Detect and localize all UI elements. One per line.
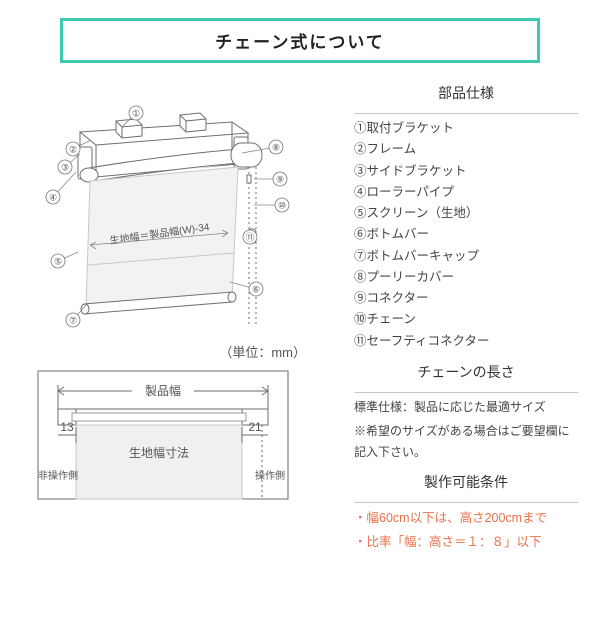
svg-text:非操作側: 非操作側 xyxy=(38,469,78,482)
main-diagram: 生地幅＝製品幅(W)-34 ①②③④⑤⑥⑦⑧⑨⑩⑪ xyxy=(18,77,318,337)
svg-text:⑥: ⑥ xyxy=(252,285,260,295)
parts-list-item: ⑩チェーン xyxy=(354,309,578,330)
svg-text:⑤: ⑤ xyxy=(54,257,62,267)
chain-header: チェーンの長さ xyxy=(354,362,578,382)
parts-list-item: ⑨コネクター xyxy=(354,288,578,309)
divider xyxy=(354,113,578,114)
parts-list-item: ④ローラーパイプ xyxy=(354,182,578,203)
cond-line-2: ・比率「幅：高さ＝１：８」以下 xyxy=(354,531,578,554)
divider xyxy=(354,502,578,503)
cond-header: 製作可能条件 xyxy=(354,472,578,492)
svg-text:生地幅寸法: 生地幅寸法 xyxy=(129,445,189,460)
parts-list-item: ①取付ブラケット xyxy=(354,118,578,139)
parts-list-item: ⑪セーフティコネクター xyxy=(354,331,578,352)
parts-list-item: ⑤スクリーン（生地） xyxy=(354,203,578,224)
svg-text:②: ② xyxy=(69,145,77,155)
svg-text:21: 21 xyxy=(248,420,262,434)
svg-text:④: ④ xyxy=(49,193,57,203)
svg-text:操作側: 操作側 xyxy=(255,469,285,482)
parts-list-item: ⑧プーリーカバー xyxy=(354,267,578,288)
svg-text:⑦: ⑦ xyxy=(69,316,77,326)
svg-text:13: 13 xyxy=(60,420,74,434)
chain-note-2: ※希望のサイズがある場合はご要望欄に記入下さい。 xyxy=(354,421,578,462)
left-column: 生地幅＝製品幅(W)-34 ①②③④⑤⑥⑦⑧⑨⑩⑪ （単位：mm） 製品幅 xyxy=(18,77,338,554)
parts-list: ①取付ブラケット②フレーム③サイドブラケット④ローラーパイプ⑤スクリーン（生地）… xyxy=(354,118,578,352)
svg-text:製品幅: 製品幅 xyxy=(145,383,181,398)
content-columns: 生地幅＝製品幅(W)-34 ①②③④⑤⑥⑦⑧⑨⑩⑪ （単位：mm） 製品幅 xyxy=(0,77,600,554)
svg-text:⑧: ⑧ xyxy=(272,143,280,153)
svg-text:⑪: ⑪ xyxy=(245,233,254,243)
lower-diagram: 製品幅 生地幅寸法 13 21 非操作側 操作側 xyxy=(32,365,294,505)
parts-list-item: ⑦ボトムバーキャップ xyxy=(354,246,578,267)
parts-header: 部品仕様 xyxy=(354,83,578,103)
page-title: チェーン式について xyxy=(60,18,540,63)
svg-text:①: ① xyxy=(132,109,140,119)
svg-text:⑩: ⑩ xyxy=(278,201,286,211)
unit-label: （単位：mm） xyxy=(18,342,306,361)
parts-list-item: ③サイドブラケット xyxy=(354,161,578,182)
divider xyxy=(354,392,578,393)
parts-list-item: ②フレーム xyxy=(354,139,578,160)
svg-text:③: ③ xyxy=(61,163,69,173)
right-column: 部品仕様 ①取付ブラケット②フレーム③サイドブラケット④ローラーパイプ⑤スクリー… xyxy=(338,77,578,554)
parts-list-item: ⑥ボトムバー xyxy=(354,224,578,245)
chain-note-1: 標準仕様：製品に応じた最適サイズ xyxy=(354,397,578,417)
svg-text:⑨: ⑨ xyxy=(276,175,284,185)
cond-line-1: ・幅60cm以下は、高さ200cmまで xyxy=(354,507,578,530)
